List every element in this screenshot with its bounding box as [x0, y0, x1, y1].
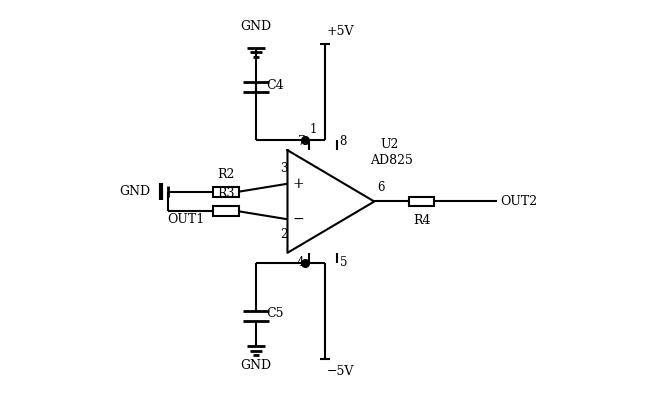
Text: 7: 7: [298, 135, 306, 148]
Text: −: −: [293, 212, 304, 226]
Text: R4: R4: [413, 214, 430, 227]
Text: 6: 6: [377, 181, 385, 194]
Bar: [409, 197, 435, 206]
Text: C5: C5: [266, 307, 284, 320]
Text: 1: 1: [310, 123, 317, 135]
Text: C4: C4: [266, 79, 284, 91]
Text: AD825: AD825: [370, 154, 413, 166]
Text: GND: GND: [119, 185, 150, 198]
Bar: [213, 187, 239, 197]
Text: +: +: [293, 177, 304, 191]
Text: 3: 3: [280, 162, 288, 175]
Text: GND: GND: [240, 20, 271, 33]
Text: R2: R2: [218, 168, 235, 181]
Text: 4: 4: [297, 256, 304, 269]
Text: +5V: +5V: [327, 25, 355, 38]
Text: GND: GND: [240, 359, 271, 372]
Text: R3: R3: [218, 187, 235, 200]
Bar: [213, 206, 239, 216]
Text: 2: 2: [280, 228, 288, 241]
Text: 8: 8: [339, 135, 346, 148]
Text: U2: U2: [380, 138, 399, 151]
Text: −5V: −5V: [327, 365, 354, 378]
Text: 5: 5: [340, 256, 348, 269]
Text: OUT1: OUT1: [167, 213, 205, 226]
Text: OUT2: OUT2: [500, 195, 537, 208]
